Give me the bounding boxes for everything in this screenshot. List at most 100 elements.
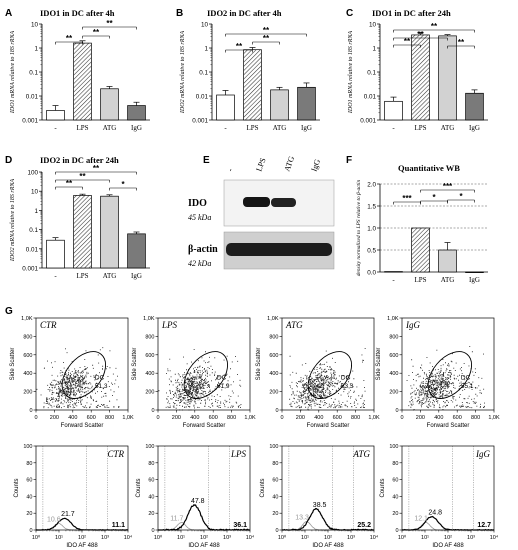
stained-mfi: 24.8	[428, 510, 442, 517]
y-tick-label: 200	[269, 390, 278, 396]
y-axis-label: density normalized to LPS relative to β-…	[356, 179, 362, 276]
x-tick-label: IgG	[301, 124, 312, 132]
x-tick-label: -	[224, 124, 227, 132]
condition-label: ATG	[285, 320, 303, 330]
stained-mfi: 47.8	[191, 498, 205, 505]
x-tick-label: LPS	[414, 124, 426, 132]
y-tick-label: 2.0	[367, 182, 376, 189]
x-tick-label: 10⁴	[124, 534, 133, 541]
y-tick-label: 60	[272, 478, 278, 484]
y-tick-label: 0	[151, 408, 154, 414]
plot-frame	[401, 317, 495, 411]
y-tick-label: 0	[275, 528, 278, 534]
isotype-mfi: 12.1	[414, 515, 428, 522]
x-tick-label: 800	[471, 415, 480, 421]
significance-label: **	[66, 34, 73, 43]
x-tick-label: 10³	[347, 535, 355, 541]
y-tick-label: 10	[31, 22, 39, 29]
significance-label: *	[432, 193, 436, 202]
y-axis-label: Counts	[260, 478, 266, 497]
significance-label: *	[459, 192, 463, 201]
plot-frame	[281, 317, 375, 411]
y-tick-label: 1.0	[367, 226, 376, 233]
gate-label: DC	[461, 375, 471, 382]
y-tick-label: 20	[148, 511, 154, 517]
dc-gate	[427, 351, 472, 399]
gate-percent: 61,9	[217, 383, 230, 390]
x-tick-label: 10⁰	[154, 534, 163, 541]
gate-percent: 63,3	[341, 383, 354, 390]
x-axis-label: Forward Scatter	[61, 423, 104, 429]
condition-label: ATG	[352, 449, 370, 459]
band-ido-lps	[243, 197, 270, 207]
histogram-LPS: 11.7 47.8 36.1 10⁰ 10¹ 10² 10³ 10⁴ 0 20 40 60 80 100 I…	[136, 444, 255, 549]
significance-label: **	[93, 28, 100, 37]
percent-positive: 25.2	[357, 522, 371, 529]
x-tick-label: 10¹	[301, 535, 309, 541]
x-tick-label: -	[54, 124, 57, 132]
x-tick-label: 10⁰	[278, 534, 287, 541]
y-tick-label: 100	[389, 444, 398, 450]
y-tick-label: 1.5	[367, 204, 376, 211]
y-tick-label: 600	[145, 353, 154, 359]
y-tick-label: 200	[389, 390, 398, 396]
x-tick-label: IgG	[131, 124, 142, 132]
x-tick-label: 800	[105, 415, 114, 421]
y-axis-label: IDO2 mRNA relative to 18S rRNA	[10, 179, 16, 262]
blot-row-size: 42 kDa	[188, 259, 211, 268]
x-tick-label: 400	[190, 415, 199, 421]
y-tick-label: 400	[389, 371, 398, 377]
stained-mfi: 21.7	[61, 511, 75, 518]
x-axis-label: Forward Scatter	[427, 423, 470, 429]
gate-percent: 55,1	[461, 383, 474, 390]
x-axis-label: IDO AF 488	[188, 543, 220, 549]
significance-label: **	[93, 164, 100, 173]
y-axis-label: Side Scatter	[132, 348, 138, 381]
significance-label: **	[66, 179, 73, 188]
x-tick-label: 200	[50, 415, 59, 421]
y-axis-label: IDO2 mRNA relative to 18S rRNA	[180, 31, 186, 114]
y-tick-label: 0.1	[367, 70, 376, 77]
y-tick-label: 80	[392, 461, 398, 467]
isotype-mfi: 13.3	[295, 515, 309, 522]
bar-LPS	[243, 49, 262, 121]
condition-label: IgG	[475, 449, 490, 459]
blot-row-label: β-actin	[188, 244, 218, 255]
y-tick-label: 0.1	[29, 70, 38, 77]
x-tick-label: 0	[280, 415, 283, 421]
x-tick-label: LPS	[414, 276, 426, 284]
y-tick-label: 20	[272, 511, 278, 517]
y-tick-label: 400	[23, 371, 32, 377]
x-axis-label: IDO AF 488	[312, 543, 344, 549]
panel-letter: B	[176, 8, 183, 19]
x-tick-label: 600	[453, 415, 462, 421]
x-tick-label: -	[392, 124, 395, 132]
significance-label: **	[106, 19, 113, 28]
x-tick-label: 10⁴	[246, 534, 255, 541]
bar-ATG	[100, 195, 119, 269]
x-tick-label: 10²	[444, 535, 452, 541]
x-axis-label: Forward Scatter	[307, 423, 350, 429]
y-tick-label: 1,0K	[387, 316, 399, 322]
bar-IgG	[127, 233, 146, 269]
lane-label: LPS	[254, 157, 267, 173]
panel-letter: G	[5, 306, 13, 317]
x-tick-label: IgG	[469, 124, 480, 132]
condition-label: CTR	[107, 449, 124, 459]
y-axis-label: IDO1 mRNA relative to 18S rRNA	[10, 31, 16, 114]
y-tick-label: 0.1	[29, 227, 38, 234]
y-axis-label: Counts	[380, 478, 386, 497]
lane-label: IgG	[309, 158, 322, 173]
x-tick-label: 400	[434, 415, 443, 421]
y-tick-label: 1,0K	[21, 316, 33, 322]
x-tick-label: 800	[351, 415, 360, 421]
x-axis-label: Forward Scatter	[183, 423, 226, 429]
bar-LPS	[73, 42, 92, 121]
x-tick-label: LPS	[76, 124, 88, 132]
bar-IgG	[297, 86, 316, 121]
y-tick-label: 0	[275, 408, 278, 414]
